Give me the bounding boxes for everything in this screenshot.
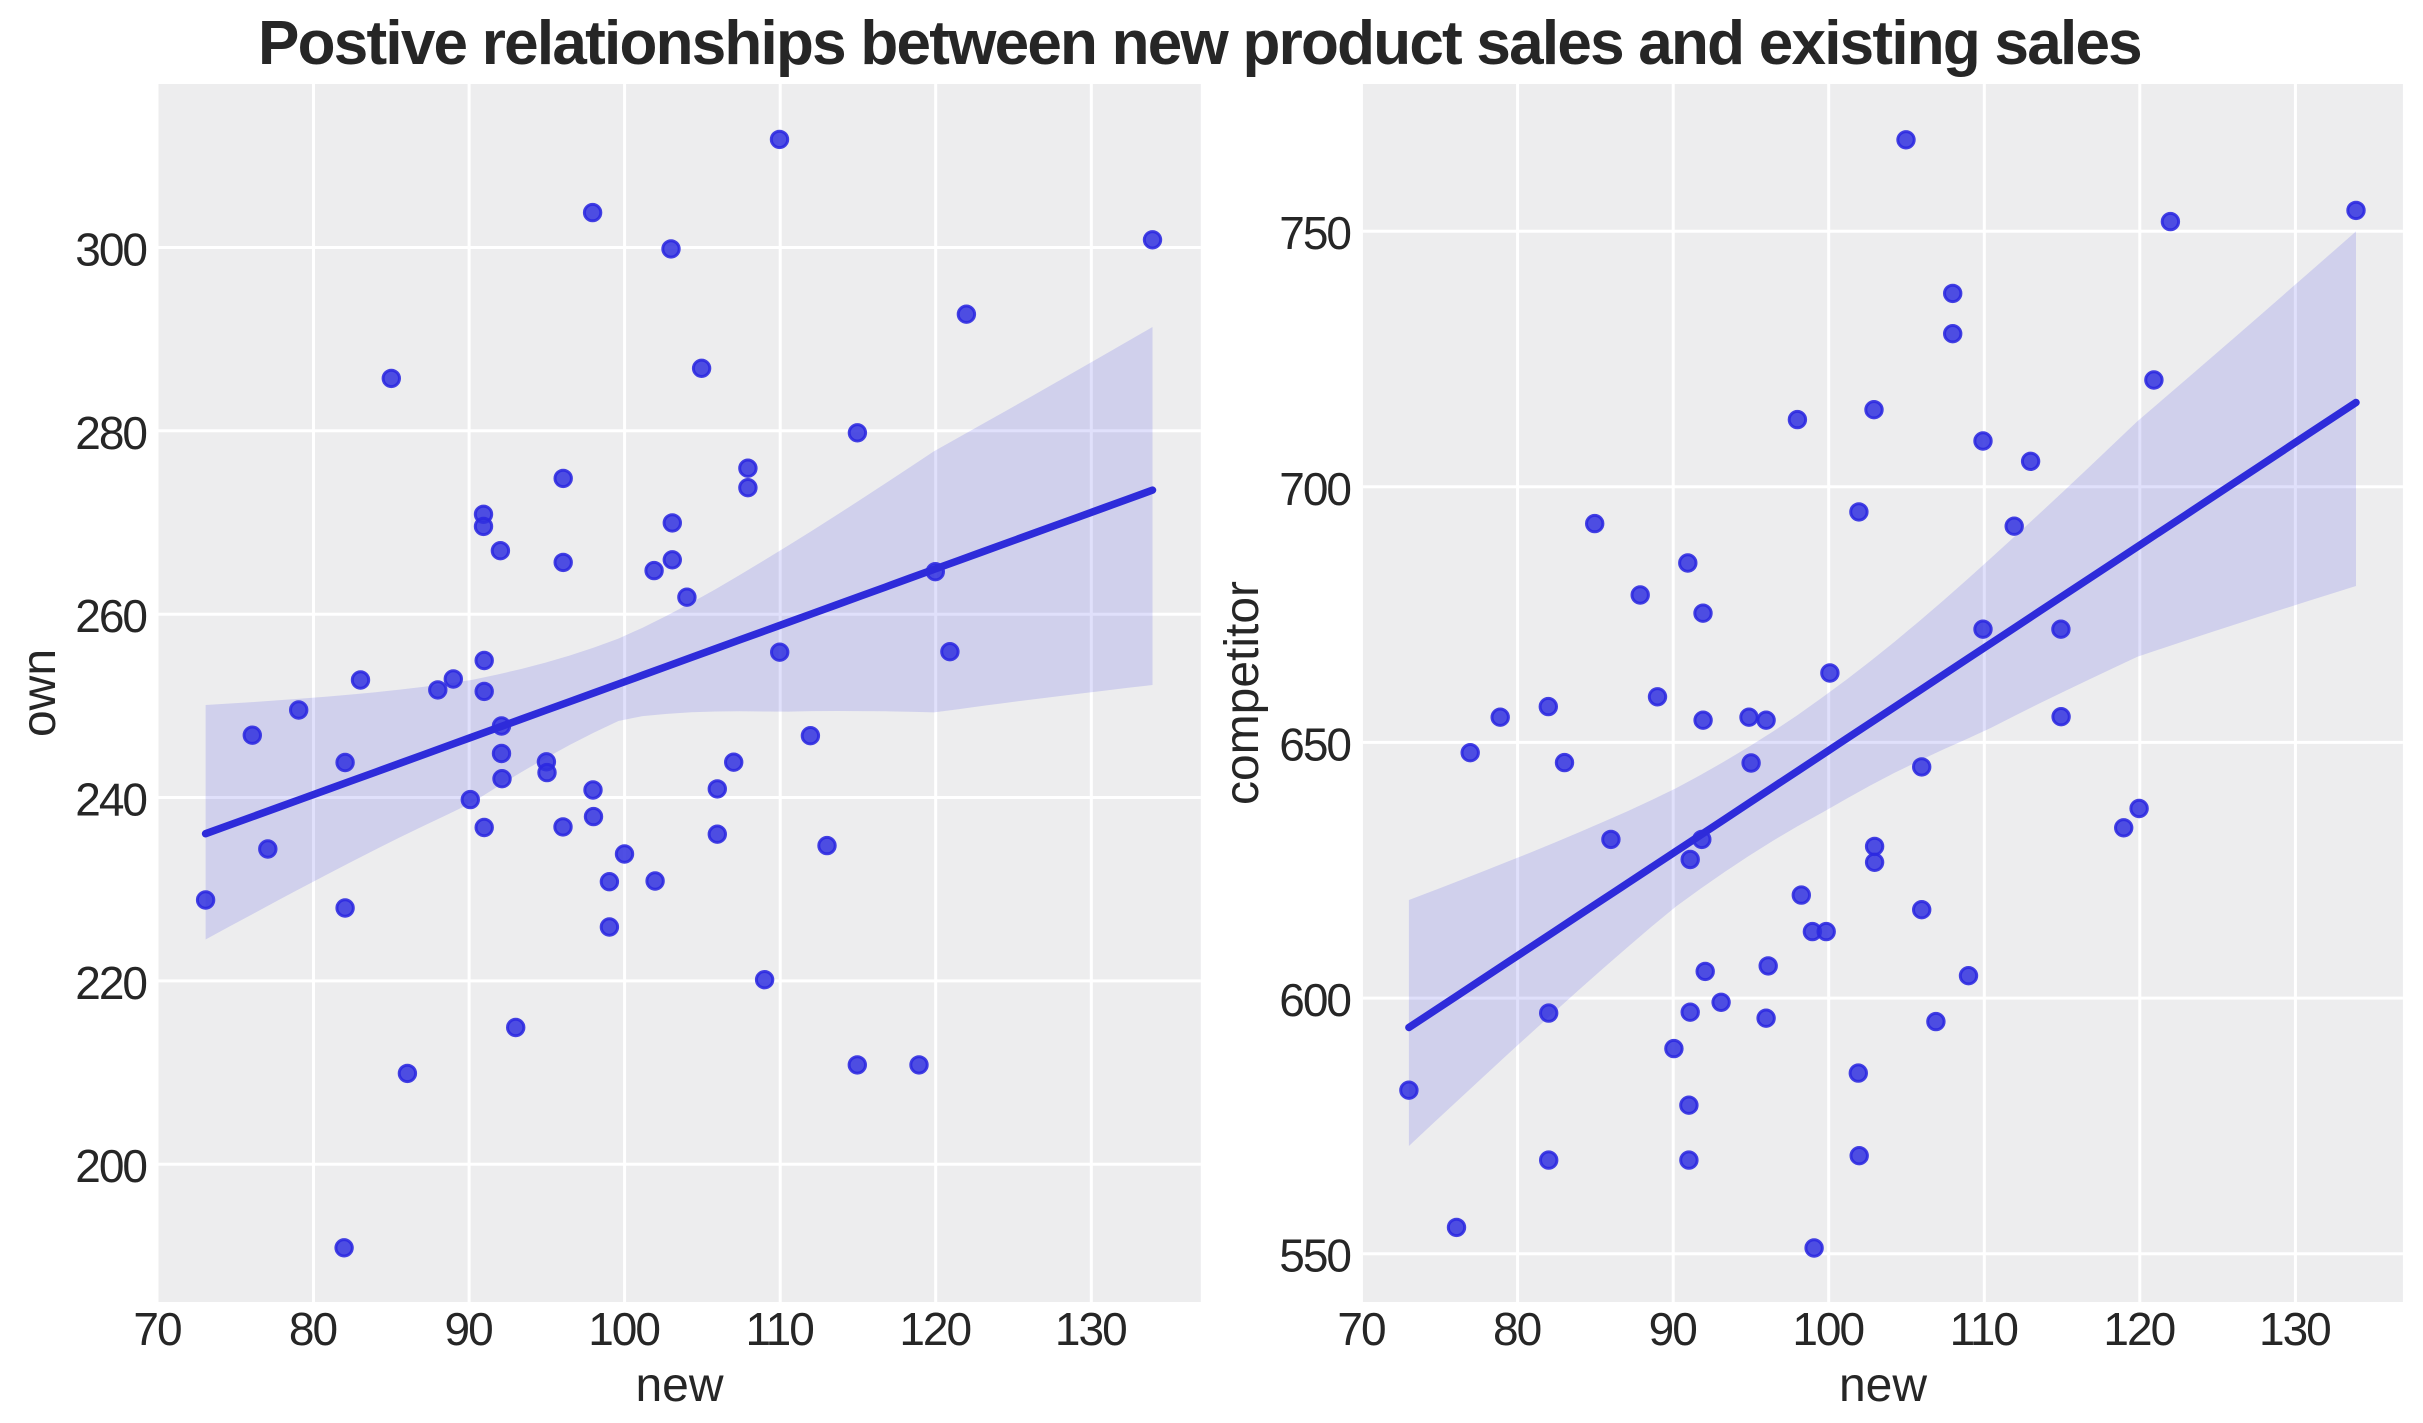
svg-text:competitor: competitor [1216, 581, 1269, 805]
svg-text:240: 240 [75, 774, 146, 826]
svg-text:90: 90 [1649, 1303, 1697, 1355]
svg-text:new: new [1839, 1359, 1927, 1412]
svg-text:130: 130 [2259, 1303, 2330, 1355]
svg-text:120: 120 [2103, 1303, 2174, 1355]
svg-text:110: 110 [746, 1303, 814, 1355]
svg-text:100: 100 [588, 1303, 659, 1355]
svg-text:new: new [635, 1359, 723, 1412]
svg-text:own: own [13, 649, 66, 737]
svg-text:200: 200 [75, 1140, 146, 1192]
svg-text:70: 70 [133, 1303, 181, 1355]
svg-text:280: 280 [75, 407, 146, 459]
svg-text:80: 80 [289, 1303, 337, 1355]
svg-text:110: 110 [1950, 1303, 2018, 1355]
svg-text:260: 260 [75, 590, 146, 642]
svg-text:650: 650 [1279, 718, 1350, 770]
svg-text:90: 90 [445, 1303, 493, 1355]
svg-text:220: 220 [75, 957, 146, 1009]
svg-text:700: 700 [1279, 463, 1350, 515]
svg-text:100: 100 [1792, 1303, 1863, 1355]
svg-text:300: 300 [75, 224, 146, 276]
svg-text:80: 80 [1493, 1303, 1541, 1355]
svg-text:750: 750 [1279, 207, 1350, 259]
svg-text:70: 70 [1337, 1303, 1385, 1355]
svg-text:120: 120 [899, 1303, 970, 1355]
svg-text:550: 550 [1279, 1230, 1350, 1282]
svg-text:Postive relationships between: Postive relationships between new produc… [258, 9, 2141, 78]
svg-text:130: 130 [1055, 1303, 1126, 1355]
svg-text:600: 600 [1279, 974, 1350, 1026]
